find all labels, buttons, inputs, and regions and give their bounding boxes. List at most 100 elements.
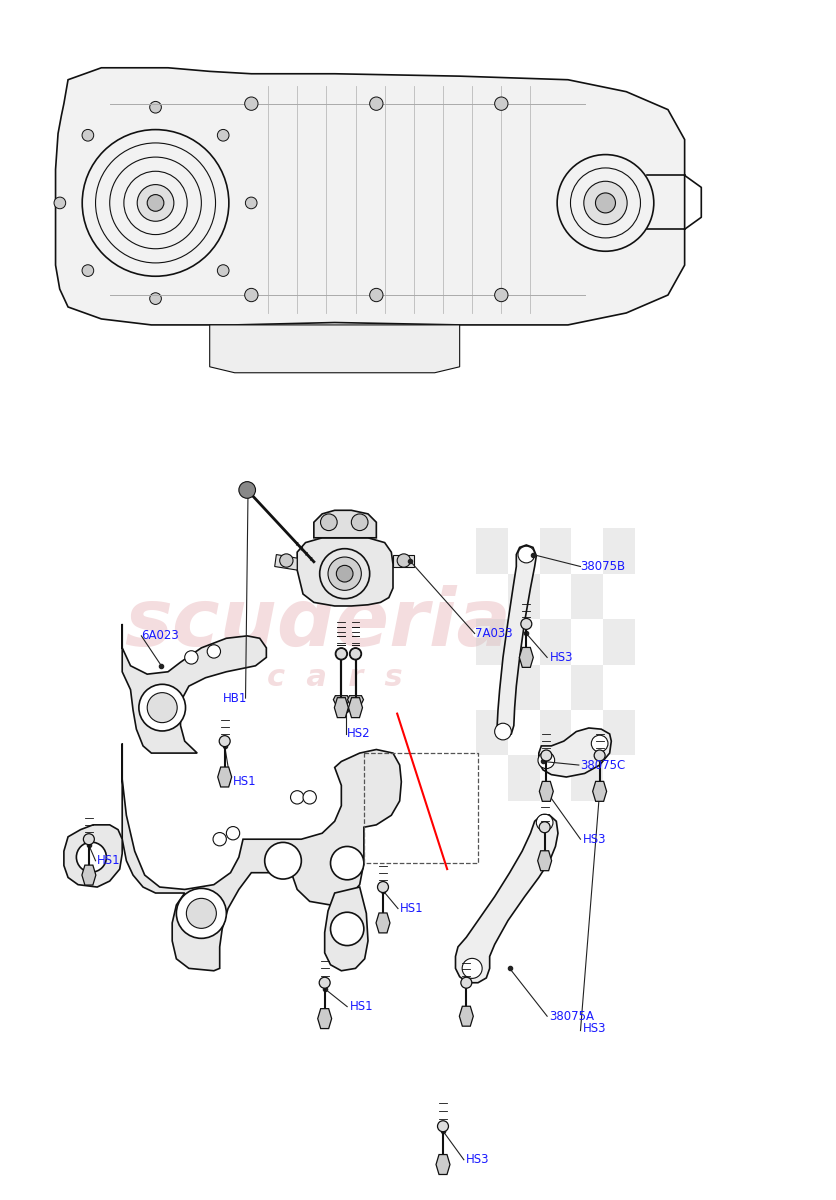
Bar [508,574,540,619]
Bar [477,710,508,756]
Polygon shape [122,744,401,971]
Circle shape [518,546,535,563]
Circle shape [538,752,554,768]
Text: 38075B: 38075B [580,560,625,574]
Circle shape [584,181,627,224]
Polygon shape [82,865,96,886]
Circle shape [186,899,217,929]
Circle shape [594,750,605,761]
Circle shape [147,692,177,722]
Polygon shape [334,696,349,703]
Circle shape [437,1121,448,1132]
Text: HS1: HS1 [97,854,121,868]
Circle shape [336,565,353,582]
Circle shape [370,97,383,110]
Circle shape [84,834,94,845]
Text: HS3: HS3 [583,833,606,846]
Circle shape [370,288,383,301]
Bar [603,619,635,665]
Polygon shape [122,624,267,754]
Bar [571,665,603,710]
Circle shape [351,514,368,530]
Circle shape [349,648,361,660]
Circle shape [330,912,364,946]
Text: HS2: HS2 [347,727,371,740]
Bar [540,619,571,665]
Circle shape [521,618,532,630]
Circle shape [239,481,256,498]
Polygon shape [217,767,232,787]
Bar [508,756,540,800]
Circle shape [245,288,258,301]
Text: HS1: HS1 [349,1000,374,1013]
Polygon shape [210,325,460,373]
Polygon shape [593,781,607,802]
Bar [477,528,508,574]
Polygon shape [539,728,611,778]
Circle shape [280,554,293,568]
Circle shape [219,736,230,746]
Circle shape [291,791,303,804]
Circle shape [150,293,161,305]
Circle shape [495,288,508,301]
Circle shape [378,882,389,893]
Polygon shape [64,824,122,887]
Polygon shape [314,510,376,538]
Polygon shape [539,781,553,802]
Circle shape [82,265,94,276]
Circle shape [591,736,608,752]
Circle shape [185,650,198,664]
Circle shape [213,833,227,846]
Circle shape [495,97,508,110]
Circle shape [541,750,552,761]
Circle shape [150,102,161,113]
Polygon shape [519,648,533,667]
Circle shape [137,185,174,221]
Circle shape [335,648,347,660]
Text: HS3: HS3 [583,1021,606,1034]
Text: HB1: HB1 [223,691,247,704]
Polygon shape [376,913,390,932]
Polygon shape [55,67,685,325]
Text: 6A023: 6A023 [141,629,179,642]
Polygon shape [348,696,364,703]
Bar [540,710,571,756]
Circle shape [537,814,553,830]
Polygon shape [459,1007,473,1026]
Circle shape [336,648,347,659]
Bar [477,619,508,665]
Circle shape [462,959,482,978]
Circle shape [320,514,337,530]
Circle shape [82,130,94,142]
Text: HS1: HS1 [233,775,257,788]
Circle shape [495,724,512,740]
Circle shape [139,684,186,731]
Text: HS3: HS3 [549,650,573,664]
Text: c  a  r  s: c a r s [267,664,402,692]
Circle shape [217,130,229,142]
Bar [540,528,571,574]
Polygon shape [538,851,552,871]
Circle shape [350,648,361,659]
Circle shape [330,846,364,880]
Circle shape [245,97,258,110]
Circle shape [319,977,330,989]
Text: HS3: HS3 [466,1153,490,1166]
Polygon shape [393,554,414,566]
Bar [603,528,635,574]
Circle shape [207,644,221,658]
Bar [508,665,540,710]
Circle shape [539,822,550,833]
Text: 38075A: 38075A [549,1009,594,1022]
Polygon shape [436,1154,450,1175]
Circle shape [76,842,106,872]
Polygon shape [497,545,537,738]
Bar [571,756,603,800]
Circle shape [246,197,257,209]
Circle shape [227,827,240,840]
Circle shape [328,557,361,590]
Circle shape [54,197,66,209]
Circle shape [176,888,227,938]
Polygon shape [318,1009,332,1028]
Circle shape [303,791,316,804]
